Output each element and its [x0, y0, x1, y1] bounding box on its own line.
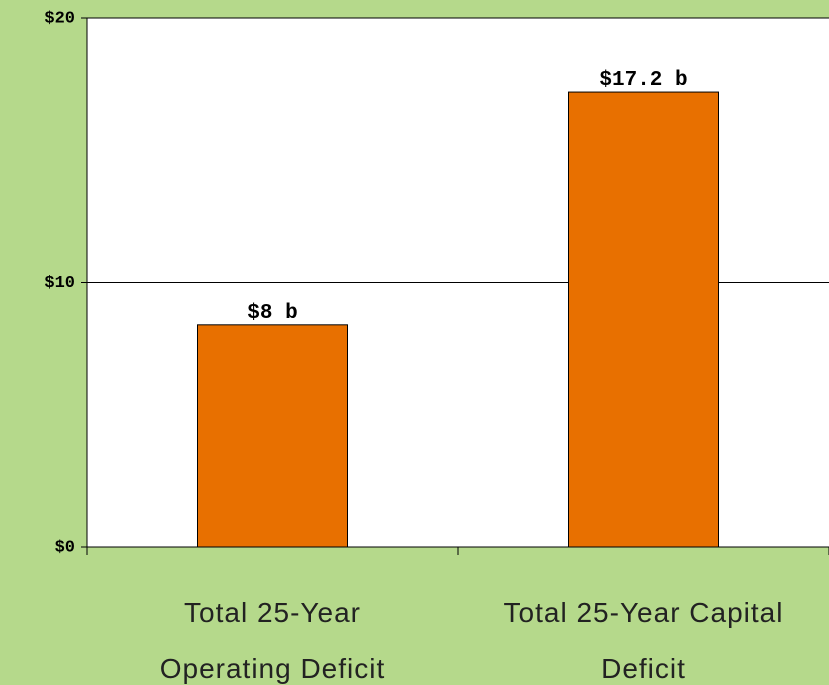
bar	[568, 91, 719, 548]
x-tick-label: Total 25-Year Capital Deficit	[503, 597, 784, 684]
data-label: $8 b	[247, 302, 297, 325]
y-tick-label: $0	[55, 538, 75, 557]
y-tick-label: $20	[44, 9, 75, 28]
y-tick-label: $10	[44, 274, 75, 293]
x-tick-label: Total 25-Year Operating Deficit	[159, 597, 386, 684]
bar	[197, 324, 348, 548]
data-label: $17.2 b	[599, 69, 687, 92]
